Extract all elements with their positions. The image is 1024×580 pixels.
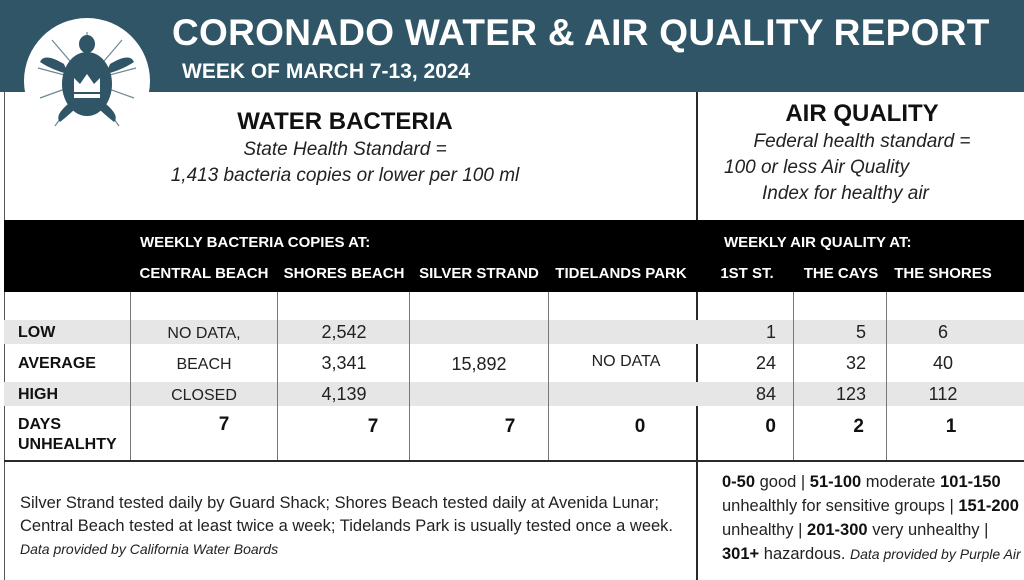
cell-low-1st-st: 1	[765, 322, 776, 342]
cell-days-the-cays: 2	[853, 416, 864, 437]
air-standard-line3: Index for healthy air	[762, 183, 929, 204]
aqi-label-very-unhealthy: very unhealthy |	[872, 521, 989, 539]
row-label-high: HIGH	[18, 386, 58, 403]
col-head-shores-beach: SHORES BEACH	[283, 265, 405, 282]
row-label-low: LOW	[18, 324, 56, 341]
cell-average-the-cays: 32	[845, 353, 866, 373]
cell-high-the-cays: 123	[835, 384, 866, 404]
cell-high-shores: 4,139	[321, 384, 367, 404]
grid-line	[886, 292, 887, 462]
aqi-key: 0-50 good | 51-100 moderate 101-150 unhe…	[722, 470, 1022, 566]
aqi-range-moderate: 51-100	[809, 473, 862, 491]
water-title: WATER BACTERIA	[237, 108, 453, 135]
table-header-bar	[4, 220, 1024, 292]
grid-line	[409, 292, 410, 462]
col-head-silver-strand: SILVER STRAND	[419, 265, 539, 282]
cell-average-1st-st: 24	[755, 353, 776, 373]
aqi-label-unhealthy: unhealthy |	[722, 521, 803, 539]
water-footnote-source: Data provided by California Water Boards	[20, 541, 279, 557]
report-title: CORONADO WATER & AIR QUALITY REPORT	[172, 12, 990, 53]
cell-days-the-shores: 1	[945, 416, 957, 437]
cell-days-shores: 7	[367, 416, 379, 437]
row-shade-low	[4, 320, 1024, 344]
cell-average-silver: 15,892	[451, 354, 507, 374]
water-section-header: WATER BACTERIA State Health Standard = 1…	[130, 108, 560, 188]
aqi-label-moderate: moderate	[865, 473, 936, 491]
row-label-average: AVERAGE	[18, 355, 96, 372]
cell-days-tidelands: 0	[634, 416, 646, 437]
cell-days-1st-st: 0	[765, 416, 776, 437]
aqi-label-good: good |	[759, 473, 806, 491]
cell-days-silver: 7	[504, 416, 516, 437]
air-section-header: AIR QUALITY Federal health standard = 10…	[712, 100, 1012, 206]
col-head-the-cays: THE CAYS	[803, 265, 879, 282]
aqi-range-hazardous: 301+	[722, 545, 760, 563]
row-shade-high	[4, 382, 1024, 406]
report-header	[0, 0, 1024, 92]
aqi-label-hazardous: hazardous.	[763, 545, 846, 563]
cell-low-the-cays: 5	[855, 322, 866, 342]
aqi-range-very-unhealthy: 201-300	[807, 521, 868, 539]
cell-low-the-shores: 6	[937, 322, 948, 342]
water-bar-label: WEEKLY BACTERIA COPIES AT:	[140, 234, 371, 251]
col-head-1st-st: 1ST ST.	[720, 265, 774, 282]
turtle-crown-logo-icon	[24, 18, 150, 144]
air-title: AIR QUALITY	[785, 100, 939, 127]
col-head-tidelands-park: TIDELANDS PARK	[555, 265, 687, 282]
aqi-range-good: 0-50	[722, 473, 756, 491]
grid-line	[130, 292, 131, 462]
grid-line	[793, 292, 794, 462]
aqi-range-unhealthy: 151-200	[958, 497, 1019, 515]
water-standard-line2: 1,413 bacteria copies or lower per 100 m…	[170, 165, 520, 186]
cell-high-the-shores: 112	[928, 384, 958, 404]
air-standard-line1: Federal health standard =	[753, 131, 971, 152]
cell-average-central: BEACH	[176, 356, 232, 373]
air-standard-line2: 100 or less Air Quality	[724, 157, 910, 178]
aqi-source: Data provided by Purple Air	[850, 546, 1021, 562]
water-footnote: Silver Strand tested daily by Guard Shac…	[20, 492, 680, 561]
air-bar-label: WEEKLY AIR QUALITY AT:	[724, 234, 912, 251]
row-label-days: DAYS	[18, 416, 61, 433]
cell-high-central: CLOSED	[171, 387, 237, 404]
cell-low-central: NO DATA,	[167, 325, 241, 342]
aqi-label-sensitive: unhealthly for sensitive groups |	[722, 497, 954, 515]
cell-average-shores: 3,341	[321, 353, 367, 373]
report-subtitle: WEEK OF MARCH 7-13, 2024	[182, 60, 471, 83]
grid-line	[277, 292, 278, 462]
cell-low-shores: 2,542	[321, 322, 367, 342]
col-head-central-beach: CENTRAL BEACH	[139, 265, 269, 282]
aqi-range-sensitive: 101-150	[940, 473, 1001, 491]
cell-high-1st-st: 84	[755, 384, 776, 404]
col-head-the-shores: THE SHORES	[894, 265, 992, 282]
water-footnote-text: Silver Strand tested daily by Guard Shac…	[20, 494, 674, 535]
cell-average-the-shores: 40	[932, 353, 954, 373]
grid-line	[548, 292, 549, 462]
table-bottom-rule	[4, 460, 1024, 462]
row-label-unhealthy: UNHEALHTY	[18, 436, 117, 453]
water-standard-line1: State Health Standard =	[243, 139, 447, 160]
cell-days-central: 7	[218, 414, 230, 435]
cell-average-tidelands: NO DATA	[591, 353, 661, 370]
